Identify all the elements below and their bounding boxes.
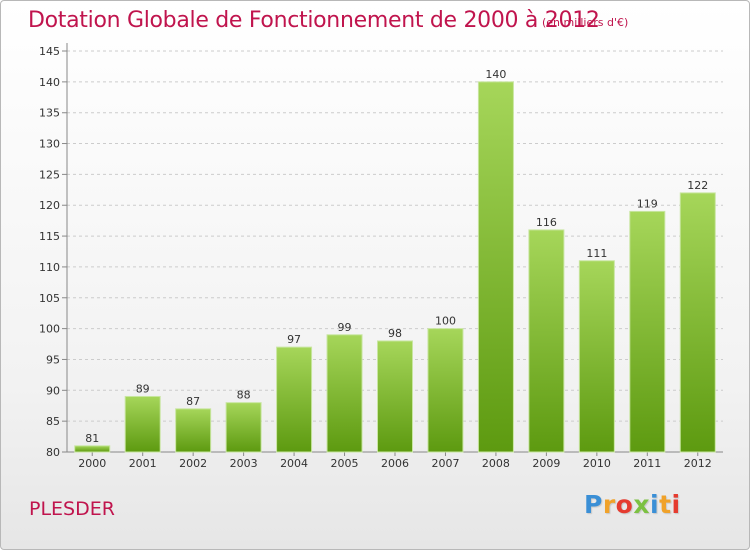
y-tick-label: 120: [39, 199, 60, 212]
bar-2005: [326, 334, 363, 453]
y-tick-label: 85: [46, 415, 60, 428]
y-tick-label: 110: [39, 261, 60, 274]
y-tick-label: 135: [39, 107, 60, 120]
proxiti-logo[interactable]: Proxiti: [584, 490, 681, 519]
x-tick-label: 2000: [78, 457, 106, 470]
bar-2004: [276, 346, 313, 453]
y-tick-label: 90: [46, 384, 60, 397]
x-tick-label: 2006: [381, 457, 409, 470]
data-label: 89: [136, 382, 150, 395]
data-label: 81: [85, 432, 99, 445]
logo-letter: i: [671, 490, 681, 519]
x-tick-label: 2007: [431, 457, 459, 470]
logo-letter: t: [659, 490, 672, 519]
x-tick-label: 2011: [633, 457, 661, 470]
bar-2006: [377, 340, 413, 453]
bar-2008: [477, 81, 514, 453]
y-tick-label: 140: [39, 76, 60, 89]
x-tick-label: 2004: [280, 457, 308, 470]
data-label: 116: [536, 216, 557, 229]
y-tick-label: 100: [39, 323, 60, 336]
data-label: 99: [338, 321, 352, 334]
logo-letter: i: [650, 490, 660, 519]
logo-letter: P: [584, 490, 603, 519]
y-tick-label: 145: [39, 45, 60, 58]
bar-2009: [528, 229, 565, 453]
data-label: 87: [186, 395, 200, 408]
bar-2001: [124, 395, 161, 453]
y-tick-label: 125: [39, 168, 60, 181]
axes: 80 85 90 95 100 105 110 115 120 125 130 135 140 145 20…: [39, 43, 723, 470]
unit-label: (en milliers d'€): [542, 16, 629, 29]
bar-2011: [629, 210, 666, 453]
x-tick-label: 2003: [230, 457, 258, 470]
data-label: 119: [637, 197, 658, 210]
commune-name: PLESDER: [29, 498, 115, 520]
y-tick-label: 95: [46, 353, 60, 366]
logo-letter: r: [602, 490, 616, 519]
data-label: 88: [237, 389, 251, 402]
logo-letter: o: [615, 490, 634, 519]
x-tick-label: 2009: [532, 457, 560, 470]
y-tick-label: 105: [39, 292, 60, 305]
x-tick-label: 2012: [684, 457, 712, 470]
x-tick-label: 2001: [129, 457, 157, 470]
x-tick-label: 2010: [583, 457, 611, 470]
data-label: 100: [435, 315, 456, 328]
x-tick-label: 2002: [179, 457, 207, 470]
bar-2002: [175, 408, 212, 453]
y-tick-label: 130: [39, 138, 60, 151]
data-label: 98: [388, 327, 402, 340]
x-tick-label: 2008: [482, 457, 510, 470]
bar-2000: [74, 445, 111, 453]
data-label: 122: [687, 179, 708, 192]
labels: 81 89 87 88 97 99 98 100 140 116 111 119 122: [85, 68, 708, 445]
logo-letter: x: [633, 490, 650, 519]
data-label: 97: [287, 333, 301, 346]
bar-2010: [578, 260, 615, 453]
bar-2007: [427, 328, 464, 453]
bars: [74, 81, 716, 453]
y-tick-label: 80: [46, 446, 60, 459]
data-label: 140: [485, 68, 506, 81]
y-tick-label: 115: [39, 230, 60, 243]
chart-title: Dotation Globale de Fonctionnement de 20…: [28, 8, 600, 33]
bar-2003: [225, 402, 262, 453]
bar-2012: [679, 192, 716, 453]
x-tick-label: 2005: [331, 457, 359, 470]
data-label: 111: [586, 247, 607, 260]
